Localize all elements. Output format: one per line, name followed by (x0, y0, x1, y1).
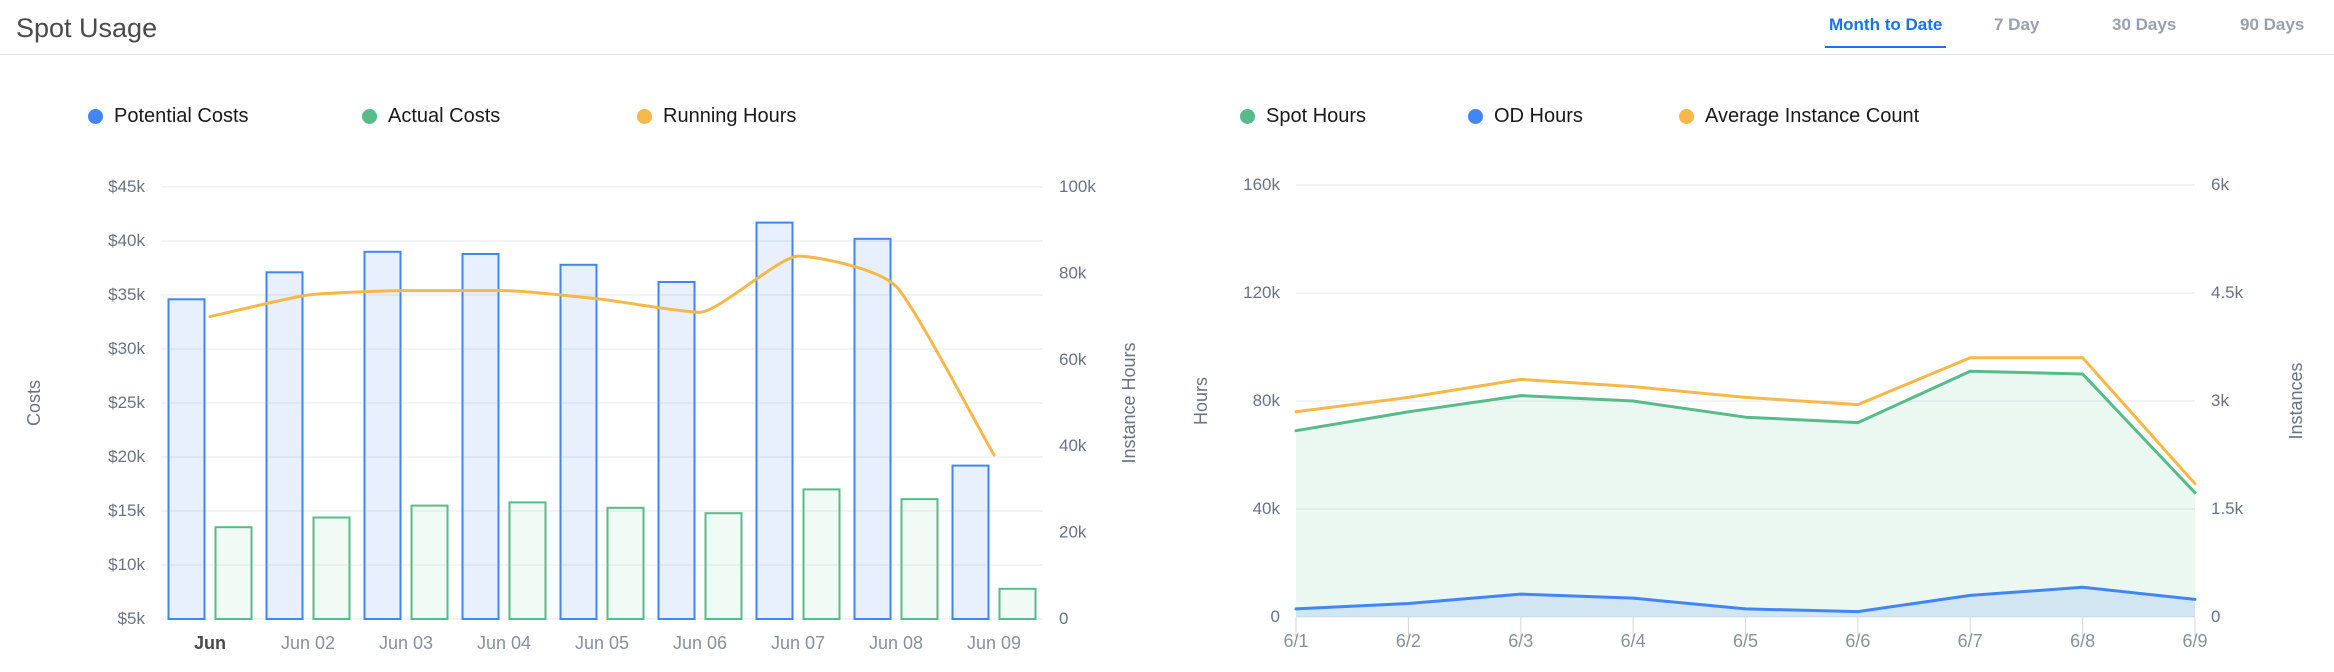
svg-text:6/7: 6/7 (1958, 631, 1983, 651)
svg-text:6/6: 6/6 (1845, 631, 1870, 651)
svg-text:Instances: Instances (2286, 362, 2306, 439)
svg-text:Jun 06: Jun 06 (673, 633, 727, 653)
svg-text:$25k: $25k (108, 393, 145, 412)
svg-text:6/9: 6/9 (2182, 631, 2207, 651)
svg-text:20k: 20k (1059, 523, 1087, 542)
svg-text:6/8: 6/8 (2070, 631, 2095, 651)
svg-text:3k: 3k (2211, 391, 2229, 410)
svg-text:$45k: $45k (108, 177, 145, 196)
svg-text:Jun 02: Jun 02 (281, 633, 335, 653)
svg-text:60k: 60k (1059, 350, 1087, 369)
svg-text:40k: 40k (1059, 436, 1087, 455)
svg-text:4.5k: 4.5k (2211, 283, 2244, 302)
svg-text:100k: 100k (1059, 177, 1096, 196)
svg-text:Jun 07: Jun 07 (771, 633, 825, 653)
svg-text:Jun 03: Jun 03 (379, 633, 433, 653)
svg-text:0: 0 (1059, 609, 1068, 628)
svg-text:Jun: Jun (194, 633, 226, 653)
svg-text:0: 0 (1271, 607, 1280, 626)
svg-text:6/3: 6/3 (1508, 631, 1533, 651)
svg-text:6/2: 6/2 (1396, 631, 1421, 651)
svg-text:6/1: 6/1 (1283, 631, 1308, 651)
svg-text:$35k: $35k (108, 285, 145, 304)
svg-text:Instance Hours: Instance Hours (1119, 342, 1139, 463)
svg-text:6k: 6k (2211, 175, 2229, 194)
svg-text:$20k: $20k (108, 447, 145, 466)
svg-text:1.5k: 1.5k (2211, 499, 2244, 518)
svg-text:$5k: $5k (118, 609, 146, 628)
svg-text:Hours: Hours (1191, 377, 1211, 425)
svg-text:80k: 80k (1059, 263, 1087, 282)
svg-text:Jun 09: Jun 09 (967, 633, 1021, 653)
svg-text:$40k: $40k (108, 231, 145, 250)
svg-text:120k: 120k (1243, 283, 1280, 302)
svg-text:0: 0 (2211, 607, 2220, 626)
svg-text:Jun 08: Jun 08 (869, 633, 923, 653)
svg-text:$15k: $15k (108, 501, 145, 520)
svg-text:Jun 04: Jun 04 (477, 633, 531, 653)
svg-text:Costs: Costs (24, 380, 44, 426)
svg-text:40k: 40k (1253, 499, 1281, 518)
svg-text:160k: 160k (1243, 175, 1280, 194)
svg-text:80k: 80k (1253, 391, 1281, 410)
svg-text:Jun 05: Jun 05 (575, 633, 629, 653)
svg-text:$30k: $30k (108, 339, 145, 358)
svg-text:6/4: 6/4 (1621, 631, 1646, 651)
svg-text:$10k: $10k (108, 555, 145, 574)
svg-text:6/5: 6/5 (1733, 631, 1758, 651)
